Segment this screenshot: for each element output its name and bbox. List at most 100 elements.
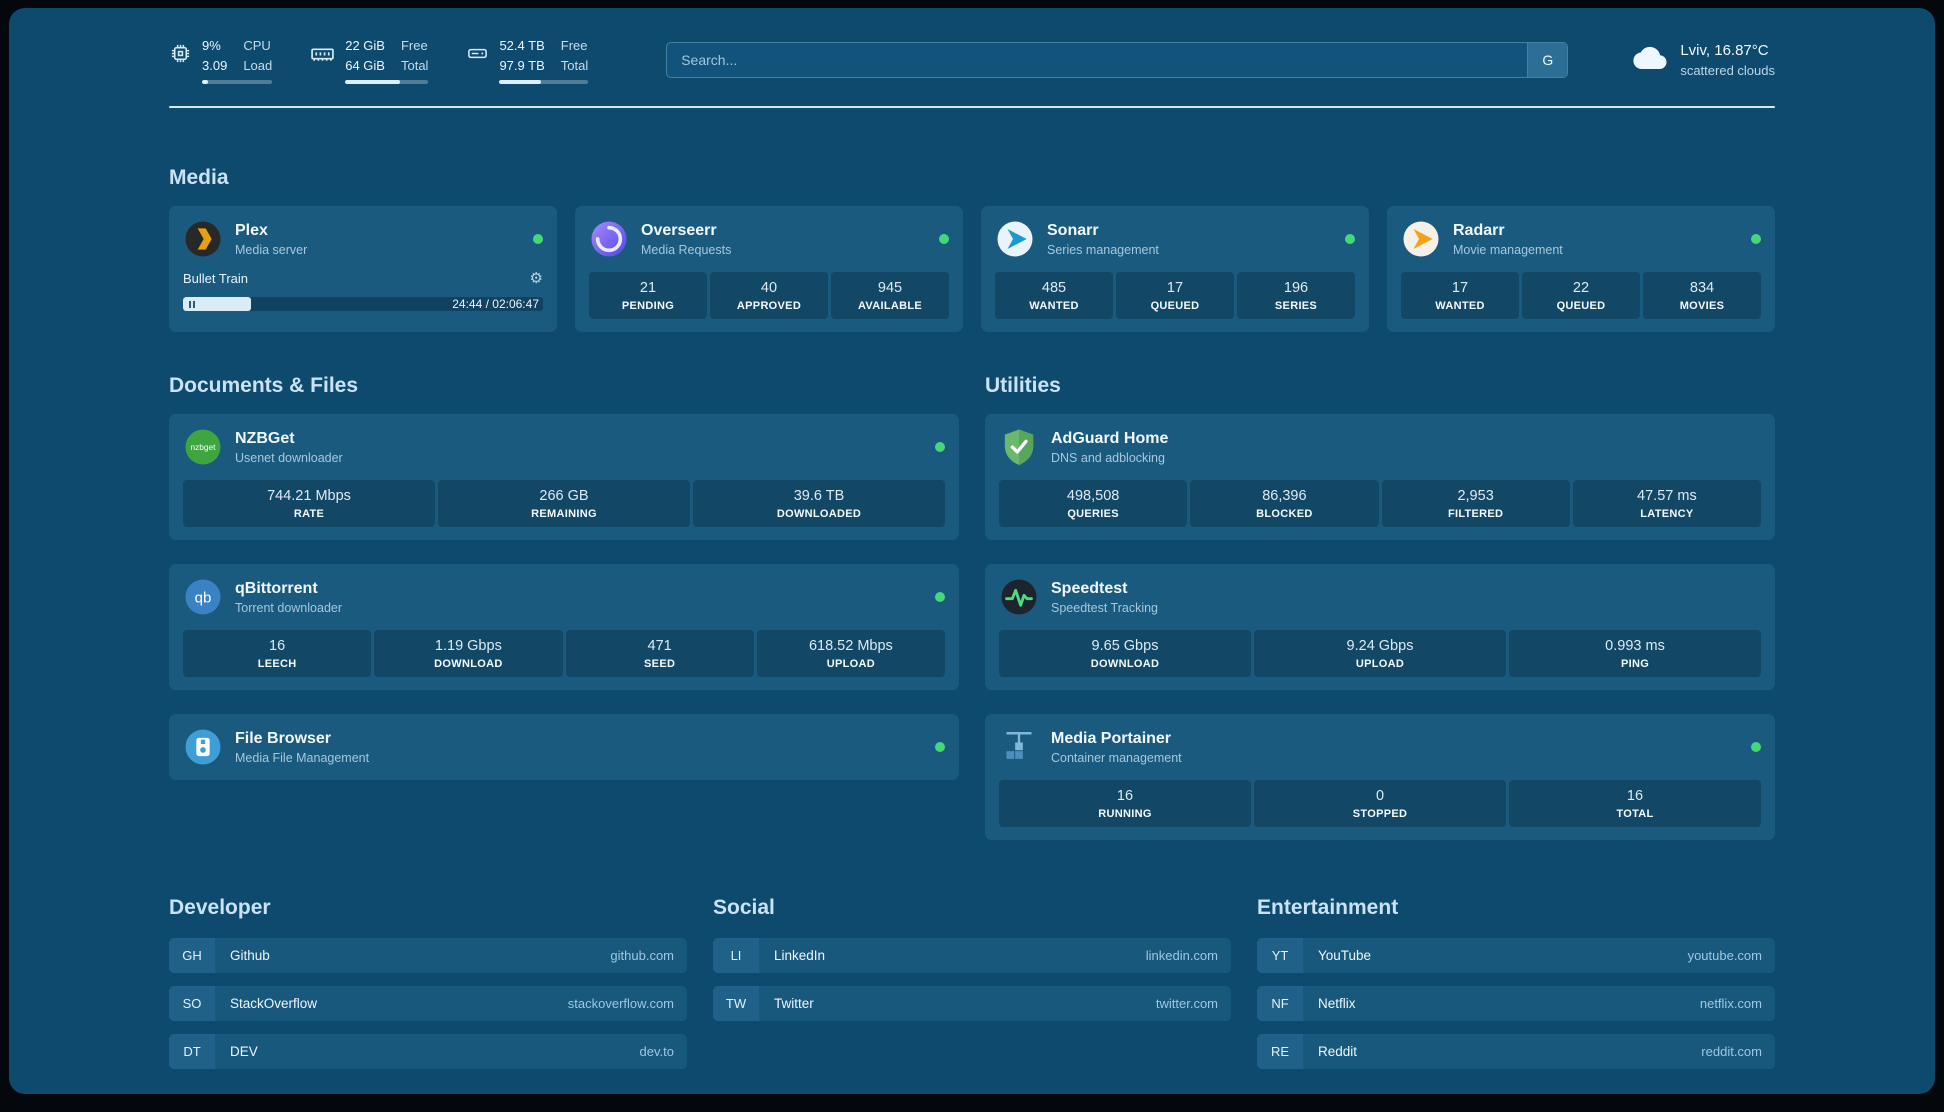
stat-series: 196 SERIES: [1237, 272, 1355, 320]
nzbget-icon: nzbget: [183, 427, 223, 467]
search-engine-button[interactable]: G: [1527, 43, 1568, 78]
app-card-adguard[interactable]: AdGuard Home DNS and adblocking 498,508 …: [985, 414, 1775, 541]
stat-ping: 0.993 ms PING: [1509, 630, 1761, 678]
bookmark-youtube[interactable]: YT YouTube youtube.com: [1257, 938, 1775, 974]
bookmark-name: DEV: [230, 1044, 258, 1060]
plex-icon: [183, 219, 223, 259]
stat-seed: 471 SEED: [565, 630, 754, 678]
bookmark-url: netflix.com: [1699, 996, 1762, 1012]
stat-wanted: 17 WANTED: [1401, 272, 1519, 320]
disk-label-top: Free: [560, 38, 588, 53]
memory-free: 22 GiB: [345, 38, 385, 53]
dashboard-frame: 9% 3.09 CPU Load: [9, 8, 1935, 1094]
app-card-speedtest[interactable]: Speedtest Speedtest Tracking 9.65 Gbps D…: [985, 564, 1775, 691]
stat-rate: 744.21 Mbps RATE: [183, 480, 435, 528]
bookmark-netflix[interactable]: NF Netflix netflix.com: [1257, 986, 1775, 1022]
disk-values: 52.4 TB 97.9 TB: [499, 36, 544, 76]
section-title-developer: Developer: [169, 896, 271, 920]
disk-progress-bar: [499, 80, 589, 85]
playback-progress[interactable]: 24:44 / 02:06:47: [183, 296, 543, 312]
playback-time: 24:44 / 02:06:47: [452, 297, 539, 312]
memory-label-bottom: Total: [400, 58, 429, 74]
gear-icon[interactable]: ⚙: [529, 270, 543, 288]
bookmark-abbr: GH: [169, 938, 215, 974]
app-card-qbittorrent[interactable]: qb qBittorrent Torrent downloader 16 LEE…: [169, 564, 959, 691]
cpu-chip-icon: [169, 36, 192, 65]
bookmark-url: dev.to: [639, 1044, 674, 1060]
section-title-social: Social: [713, 896, 775, 920]
bookmark-twitter[interactable]: TW Twitter twitter.com: [713, 986, 1231, 1022]
stat-movies: 834 MOVIES: [1643, 272, 1761, 320]
app-desc: Speedtest Tracking: [1051, 600, 1159, 615]
stat-download: 9.65 Gbps DOWNLOAD: [999, 630, 1251, 678]
app-desc: Media server: [235, 242, 308, 257]
memory-widget: 22 GiB 64 GiB Free Total: [310, 36, 429, 85]
app-name: AdGuard Home: [1051, 429, 1169, 447]
app-desc: Usenet downloader: [235, 450, 343, 465]
status-dot: [533, 234, 543, 245]
disk-free: 52.4 TB: [499, 38, 545, 53]
bookmarks-entertainment: Entertainment YT YouTube youtube.com NF …: [1257, 896, 1775, 1070]
memory-values: 22 GiB 64 GiB: [345, 36, 385, 76]
stat-wanted: 485 WANTED: [995, 272, 1113, 320]
overseerr-icon: [589, 219, 629, 259]
section-title-documents: Documents & Files: [169, 374, 359, 398]
status-dot: [935, 592, 945, 603]
radarr-icon: [1401, 219, 1441, 259]
app-card-overseerr[interactable]: Overseerr Media Requests 21 PENDING 40 A…: [575, 206, 963, 333]
app-card-portainer[interactable]: Media Portainer Container management 16 …: [985, 714, 1775, 841]
stat-upload: 9.24 Gbps UPLOAD: [1254, 630, 1506, 678]
app-card-radarr[interactable]: Radarr Movie management 17 WANTED 22 QUE…: [1387, 206, 1775, 333]
app-name: NZBGet: [235, 429, 295, 447]
section-title-entertainment: Entertainment: [1257, 896, 1399, 920]
app-card-sonarr[interactable]: Sonarr Series management 485 WANTED 17 Q…: [981, 206, 1369, 333]
search-input[interactable]: [667, 43, 1528, 78]
stat-approved: 40 APPROVED: [710, 272, 828, 320]
app-name: Media Portainer: [1051, 729, 1172, 747]
stat-filtered: 2,953 FILTERED: [1381, 480, 1570, 528]
bookmark-url: stackoverflow.com: [567, 996, 674, 1012]
bookmark-url: youtube.com: [1687, 948, 1762, 964]
cloud-icon: [1632, 40, 1668, 81]
stat-running: 16 RUNNING: [999, 780, 1251, 828]
stat-queued: 22 QUEUED: [1522, 272, 1640, 320]
bookmark-url: github.com: [610, 948, 674, 964]
bookmark-github[interactable]: GH Github github.com: [169, 938, 687, 974]
topbar-divider: [169, 106, 1775, 109]
weather-widget: Lviv, 16.87°C scattered clouds: [1632, 40, 1775, 81]
app-desc: Movie management: [1453, 242, 1563, 257]
stat-stopped: 0 STOPPED: [1254, 780, 1506, 828]
memory-label-top: Free: [400, 38, 428, 53]
bookmark-linkedin[interactable]: LI LinkedIn linkedin.com: [713, 938, 1231, 974]
bookmark-abbr: RE: [1257, 1034, 1303, 1070]
app-card-plex[interactable]: Plex Media server Bullet Train ⚙ 24:44 /…: [169, 206, 557, 333]
bookmark-name: Github: [230, 948, 270, 964]
bookmark-stackoverflow[interactable]: SO StackOverflow stackoverflow.com: [169, 986, 687, 1022]
app-card-filebrowser[interactable]: File Browser Media File Management: [169, 714, 959, 781]
bookmark-dev[interactable]: DT DEV dev.to: [169, 1034, 687, 1070]
adguard-shield-icon: [999, 427, 1039, 467]
cpu-progress-bar: [202, 80, 273, 85]
cpu-label-bottom: Load: [243, 58, 273, 74]
bookmarks-developer: Developer GH Github github.com SO StackO…: [169, 896, 687, 1070]
svg-text:qb: qb: [195, 590, 212, 607]
cpu-label-top: CPU: [243, 38, 271, 53]
disk-total: 97.9 TB: [499, 58, 545, 74]
documents-column: Documents & Files nzbget NZBGet U: [169, 374, 959, 781]
app-card-nzbget[interactable]: nzbget NZBGet Usenet downloader 744.21 M…: [169, 414, 959, 541]
status-dot: [1345, 234, 1355, 245]
bookmark-reddit[interactable]: RE Reddit reddit.com: [1257, 1034, 1775, 1070]
disk-labels: Free Total: [561, 36, 588, 76]
app-desc: Container management: [1051, 750, 1182, 765]
disk-icon: [466, 36, 489, 65]
memory-labels: Free Total: [401, 36, 428, 76]
search-bar: G: [666, 42, 1569, 79]
stat-pending: 21 PENDING: [589, 272, 707, 320]
status-dot: [939, 234, 949, 245]
stat-leech: 16 LEECH: [183, 630, 372, 678]
stat-downloaded: 39.6 TB DOWNLOADED: [693, 480, 945, 528]
app-name: Overseerr: [641, 221, 717, 239]
app-name: qBittorrent: [235, 579, 318, 597]
app-name: Radarr: [1453, 221, 1505, 239]
utilities-column: Utilities AdGuard Home: [985, 374, 1775, 841]
